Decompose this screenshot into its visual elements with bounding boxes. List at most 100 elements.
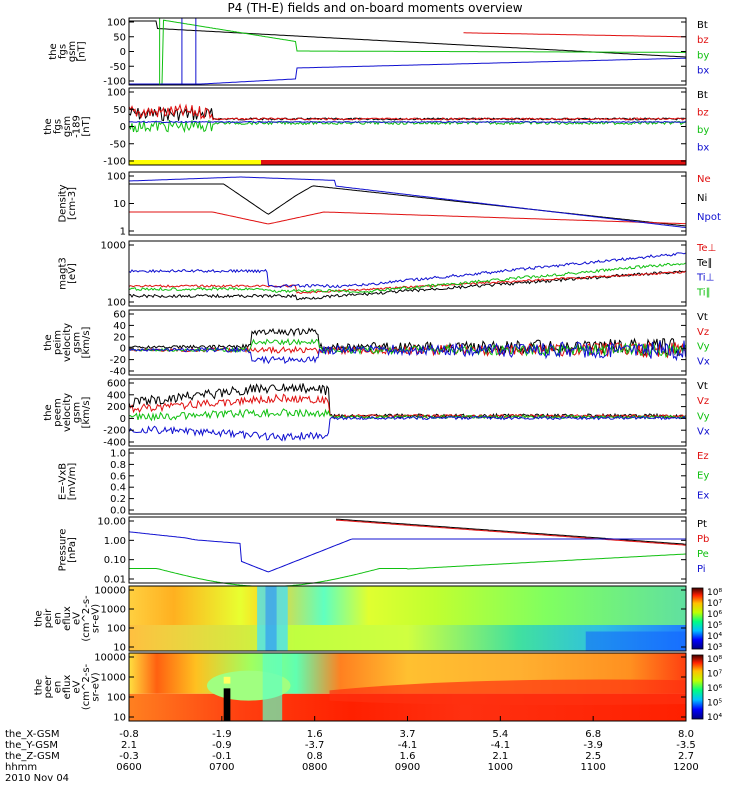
y-tick-label: 0 bbox=[120, 344, 126, 355]
y-tick-label: -400 bbox=[103, 438, 126, 449]
x-axis-value: -3.9 bbox=[583, 740, 603, 751]
y-axis-label: gsm bbox=[62, 116, 73, 137]
y-tick-label: 100 bbox=[107, 624, 126, 635]
colorbar bbox=[691, 654, 704, 720]
y-axis-label: the bbox=[34, 610, 45, 626]
x-axis-value: 1.6 bbox=[307, 729, 323, 740]
y-axis-label: [km/s] bbox=[81, 396, 92, 428]
y-tick-label: 50 bbox=[113, 105, 126, 116]
status-bar-segment bbox=[129, 160, 262, 165]
status-bar-segment bbox=[261, 160, 686, 165]
x-axis-row-label-3: hhmm bbox=[5, 762, 38, 773]
y-axis-label: velocity bbox=[62, 393, 73, 432]
colorbar-tick-label: 10⁴ bbox=[707, 713, 722, 723]
x-axis-value: -0.3 bbox=[119, 751, 139, 762]
y-tick-label: -50 bbox=[110, 139, 126, 150]
series-ti-perp bbox=[128, 252, 686, 289]
y-axis-label: the bbox=[48, 43, 59, 59]
heatmap-streak bbox=[265, 586, 277, 651]
colorbar-tick-label: 10⁷ bbox=[707, 599, 722, 609]
y-axis-label: [nPa] bbox=[67, 537, 78, 563]
y-axis-label: E=-VxB bbox=[57, 463, 68, 500]
panel-frame bbox=[128, 309, 687, 376]
x-axis-value: 0.8 bbox=[307, 751, 323, 762]
y-axis-label: -189 bbox=[72, 115, 83, 138]
page-title: P4 (TH-E) fields and on-board moments ov… bbox=[227, 1, 523, 15]
series-bz bbox=[128, 103, 686, 121]
series-bz bbox=[463, 32, 686, 38]
series-pi bbox=[128, 531, 686, 573]
heatmap-upper-band bbox=[129, 586, 686, 625]
y-tick-label: 200 bbox=[107, 402, 126, 413]
legend-npot-label: Npot bbox=[697, 212, 721, 223]
legend-ex-label: Ex bbox=[697, 490, 709, 501]
series-vy bbox=[128, 408, 686, 422]
x-axis-value: -0.1 bbox=[212, 751, 232, 762]
y-axis-label: en bbox=[53, 681, 64, 694]
y-tick-label: 100 bbox=[107, 693, 126, 704]
y-tick-label: 10.00 bbox=[97, 517, 126, 528]
y-tick-label: 0.6 bbox=[110, 471, 126, 482]
series-ne bbox=[129, 211, 686, 225]
y-axis-label: the bbox=[34, 679, 45, 695]
x-axis-value: 1100 bbox=[580, 762, 605, 773]
series-npot bbox=[128, 176, 686, 228]
series-pt bbox=[335, 518, 686, 545]
series-vt bbox=[128, 327, 686, 357]
x-axis-value: -3.7 bbox=[305, 740, 325, 751]
y-axis-label: gsm bbox=[67, 41, 78, 62]
y-tick-label: 100 bbox=[107, 298, 126, 309]
x-axis-value: 0900 bbox=[395, 762, 420, 773]
legend-bx-label: bx bbox=[697, 143, 709, 154]
series-te-par bbox=[128, 270, 686, 301]
y-tick-label: 10000 bbox=[94, 653, 126, 664]
legend-ez-label: Ez bbox=[697, 451, 709, 462]
y-axis-label: [eV] bbox=[67, 263, 78, 284]
y-tick-label: 20 bbox=[113, 332, 126, 343]
series-ti-par bbox=[128, 262, 686, 294]
y-axis-label: (cm^2-s- bbox=[81, 663, 92, 710]
y-tick-label: -20 bbox=[110, 355, 126, 366]
y-axis-label: gsm bbox=[72, 402, 83, 423]
panel-frame bbox=[128, 516, 687, 584]
legend-vt-label: Vt bbox=[697, 381, 708, 392]
heatmap-streak bbox=[262, 653, 283, 721]
x-axis-value: -3.5 bbox=[676, 740, 696, 751]
series-te-perp bbox=[128, 270, 686, 294]
x-axis-value: 0600 bbox=[116, 762, 141, 773]
y-axis-label: [nT] bbox=[76, 41, 87, 61]
legend-by-label: by bbox=[697, 125, 709, 136]
colorbar bbox=[691, 587, 704, 650]
panel-temp: Te⊥ Te∥ Ti⊥ Ti∥ 1000 100 magt3[eV] bbox=[57, 240, 716, 309]
y-tick-label: 0.10 bbox=[104, 555, 126, 566]
legend-vz-label: Vz bbox=[697, 396, 709, 407]
colorbar-tick-label: 10⁴ bbox=[707, 632, 722, 642]
legend-bt-label: Bt bbox=[697, 90, 708, 101]
legend-bx-label: bx bbox=[697, 66, 709, 77]
date-label: 2010 Nov 04 bbox=[5, 773, 70, 784]
y-axis-label: the bbox=[43, 334, 54, 350]
y-tick-label: 400 bbox=[107, 390, 126, 401]
series-ni bbox=[129, 183, 686, 227]
y-axis-label: [cm-3] bbox=[67, 187, 78, 220]
x-axis-value: -0.9 bbox=[212, 740, 232, 751]
panel-pressure: Pt Pb Pe Pi 10.00 1.00 0.10 0.01 Pressure[nPa] bbox=[57, 516, 709, 587]
y-axis-label: eflux bbox=[62, 675, 73, 700]
legend-pt-label: Pt bbox=[697, 519, 707, 530]
legend-ti-label: Ti⊥ bbox=[696, 273, 714, 284]
panel-efield: Ez Ey Ex 1.00.80.60.40.20.0 E=-VxB[mV/m] bbox=[57, 448, 709, 517]
x-axis-value: 2.7 bbox=[678, 751, 694, 762]
panel-density: Ne Ni Npot 100 10 1 Density[cm-3] bbox=[57, 171, 721, 238]
series-vz bbox=[128, 393, 686, 419]
y-axis-label: peir bbox=[43, 608, 54, 628]
heatmap-gap-marker bbox=[223, 676, 231, 684]
x-axis-value: -1.9 bbox=[212, 729, 232, 740]
y-tick-label: 0 bbox=[120, 122, 126, 133]
y-tick-label: 50 bbox=[113, 32, 126, 43]
y-axis-label: peim bbox=[53, 330, 64, 355]
legend-vz-label: Vz bbox=[697, 327, 709, 338]
x-axis-row-label-2: the_Z-GSM bbox=[5, 751, 60, 762]
legend-pe-label: Pe bbox=[697, 549, 709, 560]
